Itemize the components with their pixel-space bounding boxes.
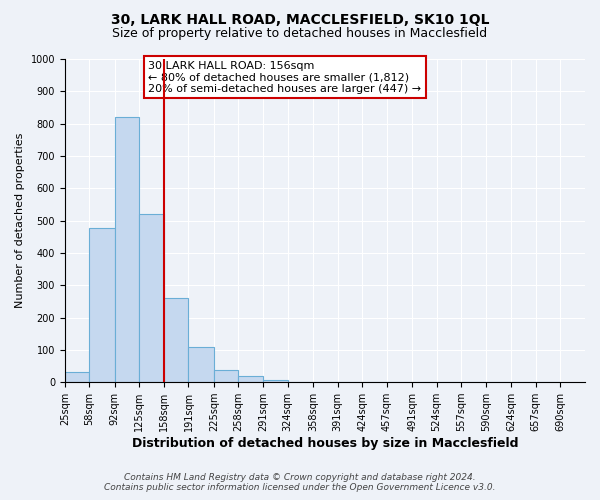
Bar <box>115 117 139 382</box>
Bar <box>139 214 164 382</box>
Bar <box>89 228 115 382</box>
Y-axis label: Number of detached properties: Number of detached properties <box>15 133 25 308</box>
Bar <box>65 372 89 382</box>
Bar <box>214 370 238 382</box>
Bar <box>164 298 188 382</box>
Text: Size of property relative to detached houses in Macclesfield: Size of property relative to detached ho… <box>112 28 488 40</box>
Text: 30, LARK HALL ROAD, MACCLESFIELD, SK10 1QL: 30, LARK HALL ROAD, MACCLESFIELD, SK10 1… <box>111 12 489 26</box>
Text: Contains HM Land Registry data © Crown copyright and database right 2024.
Contai: Contains HM Land Registry data © Crown c… <box>104 473 496 492</box>
Bar <box>238 376 263 382</box>
Text: 30 LARK HALL ROAD: 156sqm
← 80% of detached houses are smaller (1,812)
20% of se: 30 LARK HALL ROAD: 156sqm ← 80% of detac… <box>148 60 421 94</box>
Bar <box>263 380 287 382</box>
X-axis label: Distribution of detached houses by size in Macclesfield: Distribution of detached houses by size … <box>131 437 518 450</box>
Bar <box>188 348 214 382</box>
